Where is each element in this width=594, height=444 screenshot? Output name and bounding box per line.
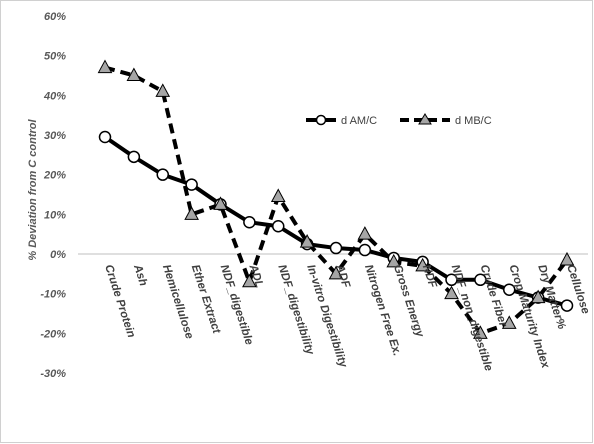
- data-point-am: [272, 219, 285, 233]
- data-point-mb: [444, 285, 459, 300]
- data-point-am: [474, 273, 487, 287]
- y-tick-label: 60%: [44, 11, 66, 23]
- data-point-mb: [242, 273, 257, 288]
- data-point-am: [243, 216, 256, 229]
- data-point-am: [358, 243, 372, 257]
- data-point-mb: [328, 265, 344, 280]
- data-point-mb: [386, 253, 402, 268]
- data-point-mb: [184, 206, 199, 220]
- data-point-am: [560, 299, 574, 312]
- data-point-am: [503, 283, 516, 296]
- y-tick-label: 40%: [43, 90, 66, 102]
- y-axis-ticks: 60% 50% 40% 30% 20% 10% 0% -10% -20% -30%: [40, 11, 66, 380]
- data-point-mb: [299, 234, 315, 248]
- series-layer: [97, 59, 575, 339]
- y-tick-label: 30%: [44, 130, 66, 142]
- data-point-mb: [155, 83, 171, 97]
- data-point-mb: [126, 67, 142, 81]
- legend: d AM/C d MB/C: [306, 113, 492, 127]
- data-point-am: [127, 150, 141, 164]
- y-tick-label: 0%: [50, 249, 66, 261]
- legend-circle-marker: [315, 114, 327, 126]
- data-point-mb: [415, 257, 430, 272]
- data-point-mb: [559, 251, 575, 266]
- data-point-am: [329, 241, 343, 255]
- data-point-mb: [357, 226, 373, 240]
- data-point-am: [156, 168, 169, 181]
- y-axis-label: % Deviation from C control: [27, 118, 39, 260]
- data-point-mb: [530, 289, 546, 304]
- data-point-mb: [473, 325, 488, 339]
- data-point-am: [98, 130, 112, 144]
- y-tick-label: -10%: [40, 289, 66, 301]
- data-point-mb: [501, 315, 517, 329]
- data-point-am: [445, 273, 458, 287]
- y-tick-label: 10%: [44, 209, 66, 221]
- legend-triangle-marker: [418, 113, 432, 125]
- legend-label-mb: d MB/C: [455, 115, 492, 127]
- data-point-mb: [213, 196, 228, 210]
- legend-label-am: d AM/C: [341, 115, 377, 127]
- y-tick-label: -20%: [40, 328, 66, 340]
- y-tick-label: -30%: [40, 368, 66, 380]
- y-tick-label: 50%: [44, 51, 66, 63]
- y-tick-label: 20%: [43, 170, 66, 182]
- data-point-am: [185, 178, 198, 191]
- data-point-mb: [270, 188, 286, 202]
- data-point-mb: [97, 59, 113, 74]
